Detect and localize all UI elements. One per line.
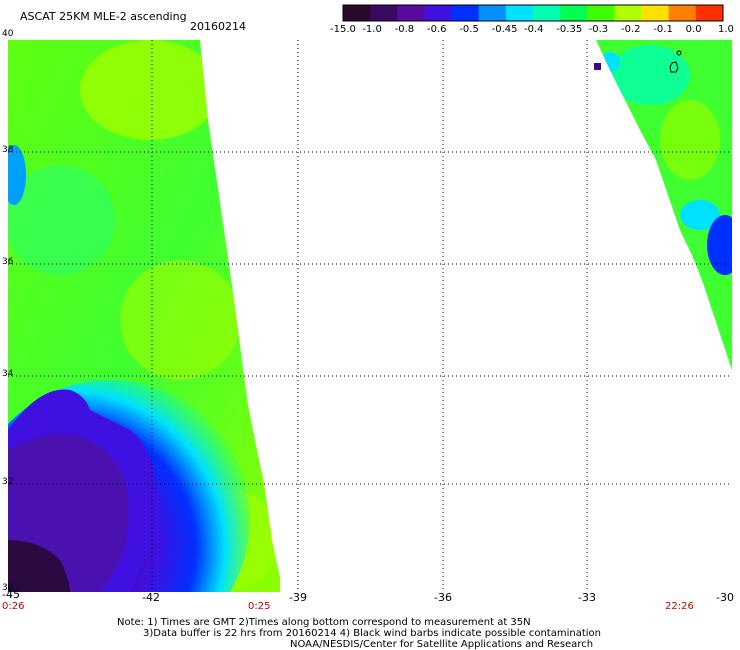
gridlines — [8, 40, 732, 592]
colorbar-tick-label: -15.0 — [330, 24, 356, 35]
contamination-mark — [676, 50, 682, 56]
colorbar-segment — [397, 5, 425, 21]
lon-label: -30 — [716, 591, 734, 604]
colorbar — [342, 4, 724, 22]
lat-label: 32 — [2, 477, 14, 487]
lon-label: -45 — [2, 588, 20, 601]
colorbar-tick-label: -0.45 — [491, 24, 518, 35]
colorbar-tick-label: 1.0 — [718, 24, 734, 35]
time-label-left: 0:26 — [2, 601, 25, 612]
colorbar-segment — [451, 5, 480, 21]
colorbar-tick-label: 0.0 — [685, 24, 702, 35]
lat-label: 38 — [2, 145, 14, 155]
lat-label: 36 — [2, 257, 14, 267]
colorbar-tick-label: -0.2 — [621, 24, 641, 35]
map-date: 20160214 — [190, 20, 246, 33]
lon-label: -39 — [289, 591, 307, 604]
map-title: ASCAT 25KM MLE-2 ascending — [20, 10, 187, 23]
colorbar-segment — [478, 5, 507, 21]
note-line-1: Note: 1) Times are GMT 2)Times along bot… — [117, 617, 531, 628]
lon-label: -36 — [434, 591, 452, 604]
colorbar-segment — [370, 5, 398, 21]
lat-label: 34 — [2, 369, 14, 379]
time-label-mid: 0:25 — [248, 601, 271, 612]
colorbar-tick-label: -0.4 — [524, 24, 544, 35]
left-swath — [8, 40, 280, 592]
time-label-right: 22:26 — [665, 601, 694, 612]
contamination-mark — [669, 61, 679, 73]
colorbar-tick-label: -0.35 — [556, 24, 583, 35]
colorbar-segment — [505, 5, 534, 21]
colorbar-segment — [587, 5, 615, 21]
colorbar-tick-label: -1.0 — [362, 24, 382, 35]
note-line-2: 3)Data buffer is 22 hrs from 20160214 4)… — [143, 628, 601, 639]
lat-label: 40 — [2, 29, 14, 39]
lon-label: -42 — [142, 591, 160, 604]
colorbar-tick-label: -0.6 — [427, 24, 447, 35]
colorbar-tick-label: -0.1 — [653, 24, 673, 35]
colorbar-segment — [533, 5, 561, 21]
lon-label: -33 — [578, 591, 596, 604]
colorbar-tick-label: -0.8 — [394, 24, 415, 35]
colorbar-tick-label: -0.3 — [588, 24, 609, 35]
colorbar-segment — [668, 5, 697, 21]
colorbar-segment — [560, 5, 588, 21]
colorbar-tick-label: -0.5 — [459, 24, 479, 35]
lat-label: 30 — [2, 583, 14, 593]
swath-edge-cell — [594, 63, 601, 70]
colorbar-segment — [695, 5, 724, 21]
colorbar-segment — [343, 5, 371, 21]
colorbar-segment — [614, 5, 643, 21]
right-swath — [596, 40, 732, 370]
colorbar-segment — [424, 5, 453, 21]
note-line-3: NOAA/NESDIS/Center for Satellite Applica… — [290, 639, 594, 650]
colorbar-segment — [641, 5, 670, 21]
